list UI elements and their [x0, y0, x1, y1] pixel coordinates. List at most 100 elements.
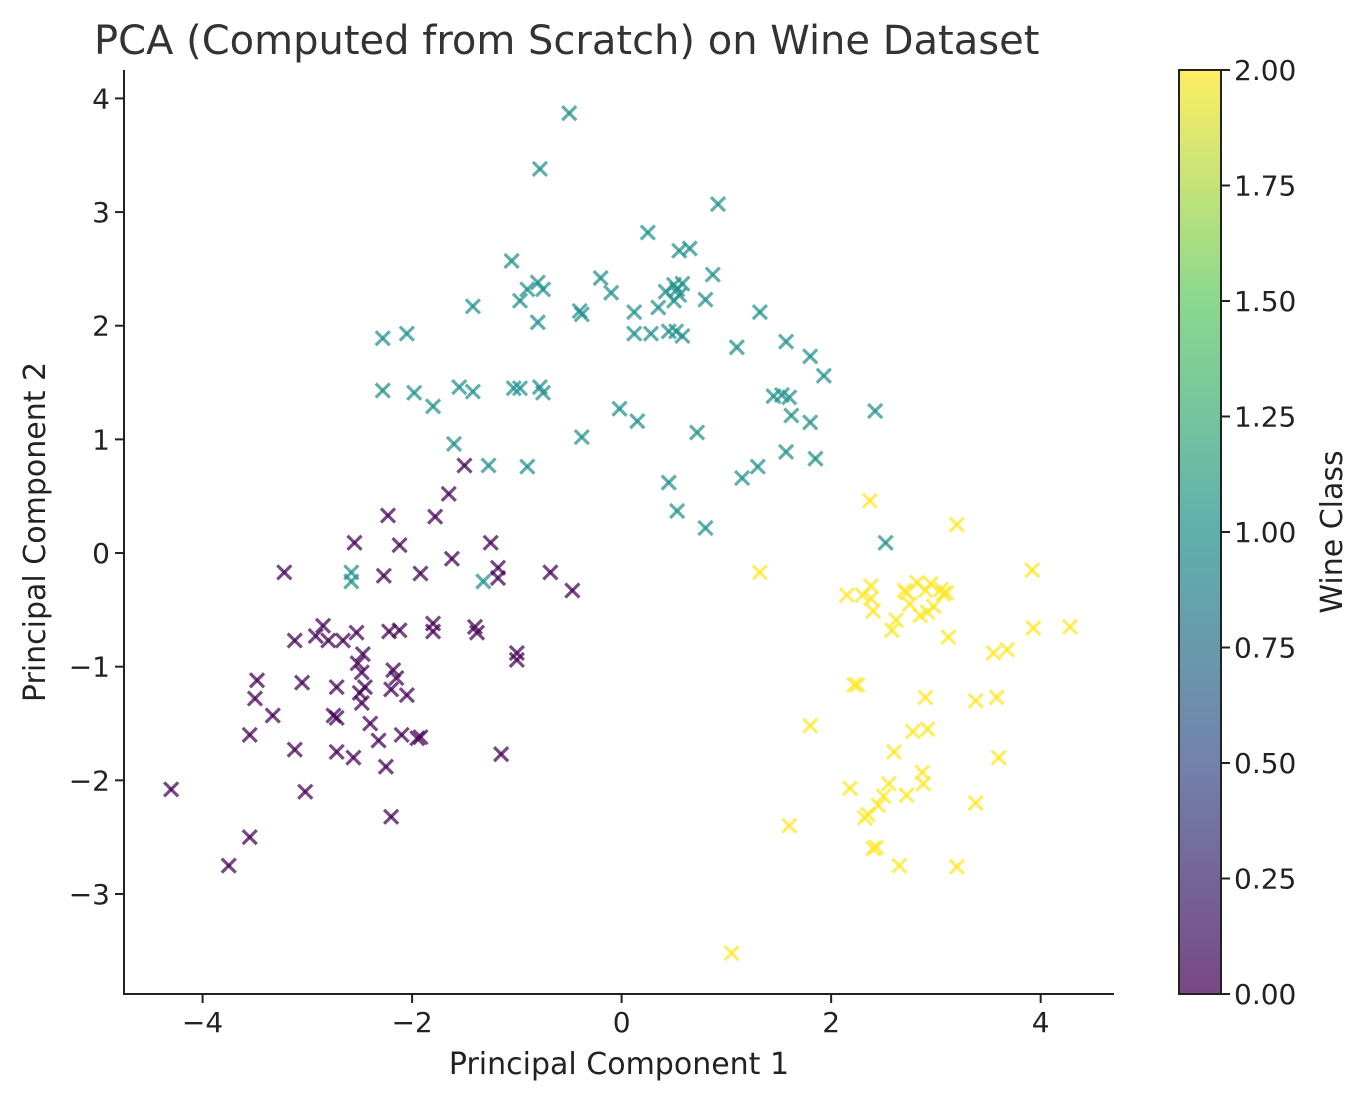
data-point	[697, 519, 714, 537]
data-point	[276, 564, 293, 581]
data-point	[783, 407, 800, 424]
data-point	[328, 679, 345, 696]
data-point	[519, 458, 536, 475]
data-point	[669, 502, 686, 520]
data-point	[353, 694, 370, 712]
data-point	[728, 339, 745, 356]
chart-title: PCA (Computed from Scratch) on Wine Data…	[94, 18, 1039, 64]
data-point	[938, 584, 955, 601]
data-point	[967, 794, 984, 812]
colorbar-label: Wine Class	[1315, 450, 1350, 613]
data-point	[674, 327, 691, 345]
data-point	[534, 281, 552, 298]
data-point	[948, 516, 965, 533]
data-point	[307, 627, 324, 645]
data-point	[891, 857, 908, 874]
colorbar-ticks: 0.00 0.25 0.50 0.75 1.00 1.25 1.50 1.75 2.00	[1221, 54, 1296, 1011]
data-point	[709, 195, 727, 213]
data-point	[880, 775, 897, 792]
data-point	[868, 839, 885, 856]
data-point	[388, 669, 405, 687]
data-point	[802, 414, 819, 431]
data-point	[503, 252, 520, 270]
data-point	[988, 689, 1005, 706]
colorbar: 0.00 0.25 0.50 0.75 1.00 1.25 1.50 1.75 2.00	[1178, 54, 1296, 1011]
data-point	[650, 299, 667, 316]
y-tick-label: −1	[69, 651, 110, 684]
data-point	[393, 726, 410, 744]
data-point	[864, 602, 882, 620]
colorbar-tick-label: 2.00	[1234, 54, 1296, 87]
colorbar-tick-label: 1.50	[1234, 285, 1296, 318]
x-tick-label: −2	[391, 1006, 432, 1039]
data-point	[815, 367, 832, 384]
data-point	[534, 384, 552, 401]
data-point	[163, 781, 180, 798]
data-point	[573, 306, 590, 323]
data-point	[370, 732, 387, 749]
x-axis-ticks: −4 −2 0 2 4	[182, 994, 1050, 1039]
data-point	[379, 507, 397, 524]
data-point	[468, 624, 486, 641]
data-point	[542, 564, 559, 581]
data-point	[519, 281, 536, 298]
data-point	[482, 534, 499, 551]
y-tick-label: 2	[92, 310, 110, 343]
data-point	[671, 286, 688, 304]
data-point	[345, 749, 362, 766]
colorbar-tick-label: 0.50	[1234, 747, 1296, 780]
data-point	[564, 582, 581, 599]
data-point	[561, 105, 578, 122]
data-point	[445, 435, 463, 453]
data-point	[917, 689, 934, 706]
colorbar-tick-label: 0.25	[1234, 863, 1296, 896]
data-point	[464, 298, 481, 315]
data-point	[412, 565, 429, 582]
data-point	[915, 775, 932, 792]
y-tick-label: 4	[92, 82, 110, 115]
data-point	[406, 384, 423, 401]
data-point	[511, 380, 529, 397]
data-point	[967, 692, 984, 709]
data-point	[353, 664, 370, 681]
data-point	[427, 508, 444, 525]
data-point	[733, 469, 751, 487]
data-point	[328, 743, 345, 761]
data-point	[592, 269, 609, 287]
plot-area: −4 −2 0 2 4 −3 −2 −1 0 1 2 3 4	[69, 70, 1114, 1039]
data-point	[862, 590, 880, 607]
data-point	[898, 786, 915, 804]
data-point	[626, 325, 643, 342]
data-point	[802, 717, 819, 734]
data-point	[391, 536, 408, 554]
data-point	[867, 402, 884, 420]
data-point	[660, 323, 677, 340]
data-point	[362, 715, 379, 732]
data-point	[838, 586, 855, 604]
colorbar-tick-label: 1.75	[1234, 170, 1296, 203]
data-point	[451, 378, 468, 396]
axis-spines	[123, 70, 1114, 995]
data-point	[751, 564, 769, 581]
data-point	[781, 389, 798, 406]
scatter-markers	[163, 105, 1079, 962]
y-tick-label: −3	[69, 878, 110, 911]
data-point	[1025, 619, 1042, 637]
data-point	[343, 573, 360, 590]
data-point	[781, 817, 798, 834]
data-point	[723, 944, 740, 962]
x-tick-label: 4	[1032, 1006, 1050, 1039]
data-point	[681, 240, 698, 257]
data-point	[807, 450, 824, 467]
data-point	[241, 829, 258, 846]
data-point	[642, 325, 660, 342]
data-point	[529, 314, 546, 331]
data-point	[424, 615, 442, 632]
data-point	[985, 644, 1002, 662]
data-point	[443, 550, 461, 567]
data-point	[346, 534, 363, 551]
data-point	[626, 303, 643, 321]
data-point	[1061, 618, 1079, 636]
data-point	[248, 672, 266, 689]
data-point	[398, 686, 415, 704]
